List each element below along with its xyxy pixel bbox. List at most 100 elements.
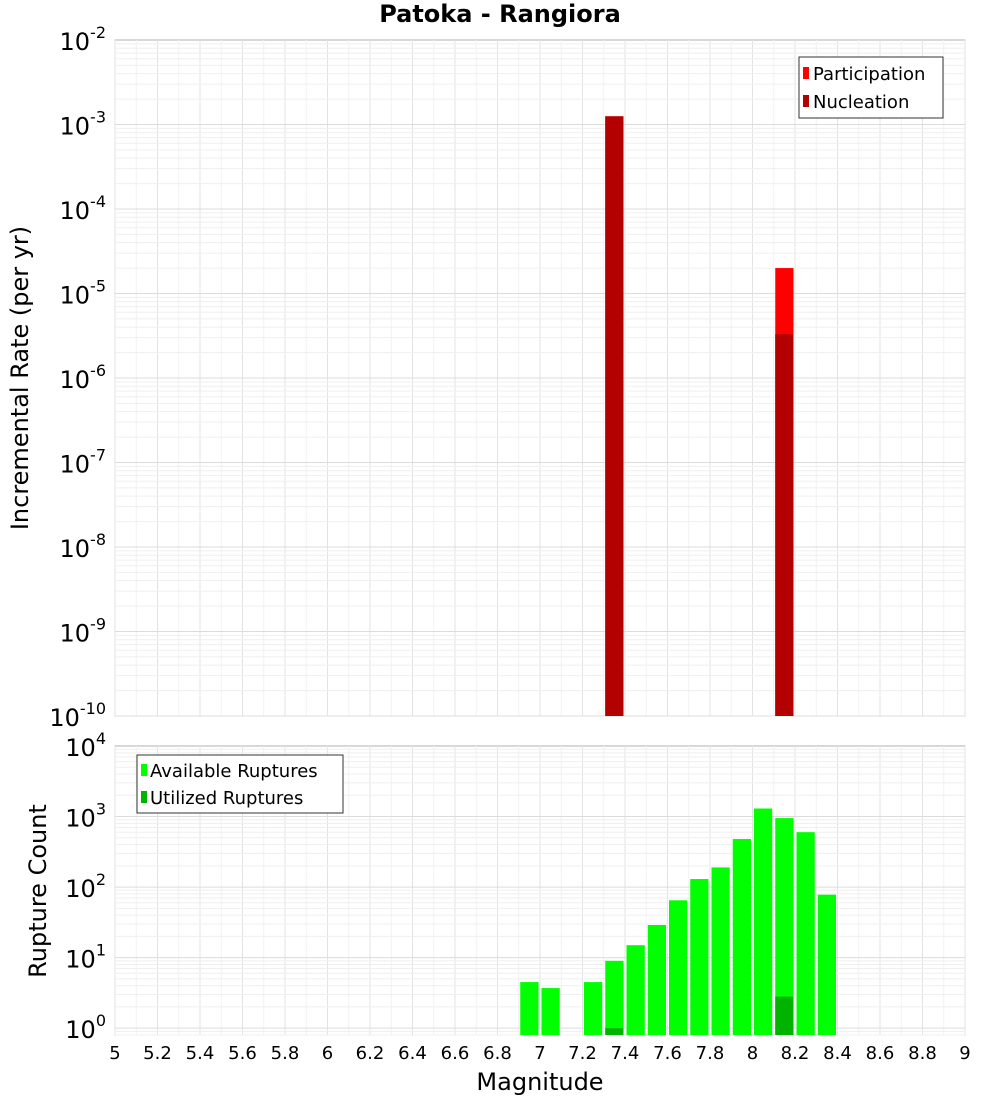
y-tick-base: 10 xyxy=(60,366,91,394)
x-tick-label: 8.8 xyxy=(908,1043,937,1064)
y-tick-label: 101 xyxy=(65,941,106,974)
y-tick-exponent: 1 xyxy=(96,941,106,960)
y-tick-label: 10-10 xyxy=(49,699,106,732)
bar-available-ruptures xyxy=(669,900,688,1035)
y-tick-base: 10 xyxy=(65,1016,96,1044)
bar-available-ruptures xyxy=(711,867,730,1035)
x-tick-label: 9 xyxy=(959,1043,970,1064)
x-tick-label: 5.2 xyxy=(143,1043,172,1064)
bar-available-ruptures xyxy=(690,879,709,1035)
bar-available-ruptures xyxy=(605,960,624,1035)
y-tick-base: 10 xyxy=(65,805,96,833)
bar-available-ruptures xyxy=(732,839,751,1035)
y-tick-label: 103 xyxy=(65,800,106,833)
y-tick-exponent: -7 xyxy=(90,446,106,465)
bar-utilized-ruptures xyxy=(775,996,794,1035)
bottom-legend-box xyxy=(136,754,344,814)
x-tick-label: 6.4 xyxy=(398,1043,427,1064)
y-tick-exponent: -9 xyxy=(90,615,106,634)
x-tick-label: 7.4 xyxy=(611,1043,640,1064)
legend-label-participation: Participation xyxy=(813,64,925,85)
x-tick-label: 8.4 xyxy=(823,1043,852,1064)
y-tick-base: 10 xyxy=(60,535,91,563)
x-tick-label: 7.6 xyxy=(653,1043,682,1064)
x-tick-label: 8 xyxy=(747,1043,758,1064)
y-tick-label: 10-5 xyxy=(60,277,107,310)
x-tick-label: 6.6 xyxy=(441,1043,470,1064)
bar-utilized-ruptures xyxy=(605,1028,624,1035)
y-tick-exponent: 0 xyxy=(96,1011,106,1030)
y-tick-label: 100 xyxy=(65,1011,106,1044)
x-tick-label: 6.8 xyxy=(483,1043,512,1064)
bar-available-ruptures xyxy=(626,945,645,1035)
y-tick-label: 10-2 xyxy=(60,23,107,56)
bar-available-ruptures xyxy=(796,832,815,1035)
x-tick-label: 8.6 xyxy=(866,1043,895,1064)
y-tick-base: 10 xyxy=(60,282,91,310)
x-tick-label: 5.6 xyxy=(228,1043,257,1064)
bottom-bars xyxy=(520,808,836,1035)
y-tick-base: 10 xyxy=(60,113,91,141)
bar-available-ruptures xyxy=(754,808,773,1035)
y-tick-exponent: -3 xyxy=(90,108,106,127)
y-tick-base: 10 xyxy=(65,946,96,974)
bar-available-ruptures xyxy=(541,988,560,1035)
legend-label-available: Available Ruptures xyxy=(150,761,318,782)
x-tick-label: 7.8 xyxy=(696,1043,725,1064)
top-legend-box xyxy=(798,56,944,119)
y-tick-label: 10-9 xyxy=(60,615,107,648)
y-tick-base: 10 xyxy=(65,875,96,903)
bottom-y-axis-label: Rupture Count xyxy=(24,804,52,978)
y-tick-base: 10 xyxy=(49,704,80,732)
top-bars xyxy=(605,116,794,717)
x-tick-label: 5.4 xyxy=(186,1043,215,1064)
y-tick-exponent: -6 xyxy=(90,361,106,380)
bar-nucleation xyxy=(605,116,624,717)
bar-available-ruptures xyxy=(584,982,603,1035)
bottom-legend: Available Ruptures Utilized Ruptures xyxy=(136,754,344,814)
x-tick-label: 5 xyxy=(109,1043,120,1064)
y-tick-exponent: 4 xyxy=(96,729,106,748)
x-tick-label: 6 xyxy=(322,1043,333,1064)
y-tick-exponent: 3 xyxy=(96,800,106,819)
bar-nucleation xyxy=(775,334,794,716)
y-tick-base: 10 xyxy=(60,451,91,479)
y-tick-label: 10-6 xyxy=(60,361,107,394)
legend-swatch-nucleation xyxy=(803,95,809,107)
y-tick-exponent: -5 xyxy=(90,277,106,296)
bar-available-ruptures xyxy=(520,982,539,1035)
y-tick-exponent: -10 xyxy=(80,699,106,718)
top-y-axis-label: Incremental Rate (per yr) xyxy=(6,226,34,530)
y-tick-label: 102 xyxy=(65,870,106,903)
legend-swatch-available xyxy=(141,764,147,776)
x-tick-label: 8.2 xyxy=(781,1043,810,1064)
legend-swatch-participation xyxy=(803,67,809,79)
x-tick-label: 7 xyxy=(534,1043,545,1064)
y-tick-exponent: -4 xyxy=(90,192,106,211)
legend-label-utilized: Utilized Ruptures xyxy=(150,788,303,809)
x-tick-label: 6.2 xyxy=(356,1043,385,1064)
legend-label-nucleation: Nucleation xyxy=(813,92,909,113)
y-tick-exponent: -2 xyxy=(90,23,106,42)
legend-swatch-utilized xyxy=(141,791,147,803)
y-tick-label: 10-3 xyxy=(60,108,107,141)
y-tick-base: 10 xyxy=(60,620,91,648)
y-tick-base: 10 xyxy=(65,734,96,762)
y-tick-base: 10 xyxy=(60,28,91,56)
x-tick-label: 5.8 xyxy=(271,1043,300,1064)
bar-available-ruptures xyxy=(817,894,836,1035)
top-legend: Participation Nucleation xyxy=(798,56,944,119)
x-axis-label: Magnitude xyxy=(476,1068,603,1096)
y-tick-label: 10-8 xyxy=(60,530,107,563)
y-tick-label: 10-7 xyxy=(60,446,107,479)
y-tick-exponent: 2 xyxy=(96,870,106,889)
bar-available-ruptures xyxy=(775,818,794,1035)
x-tick-label: 7.2 xyxy=(568,1043,597,1064)
y-tick-exponent: -8 xyxy=(90,530,106,549)
y-tick-label: 10-4 xyxy=(60,192,107,225)
